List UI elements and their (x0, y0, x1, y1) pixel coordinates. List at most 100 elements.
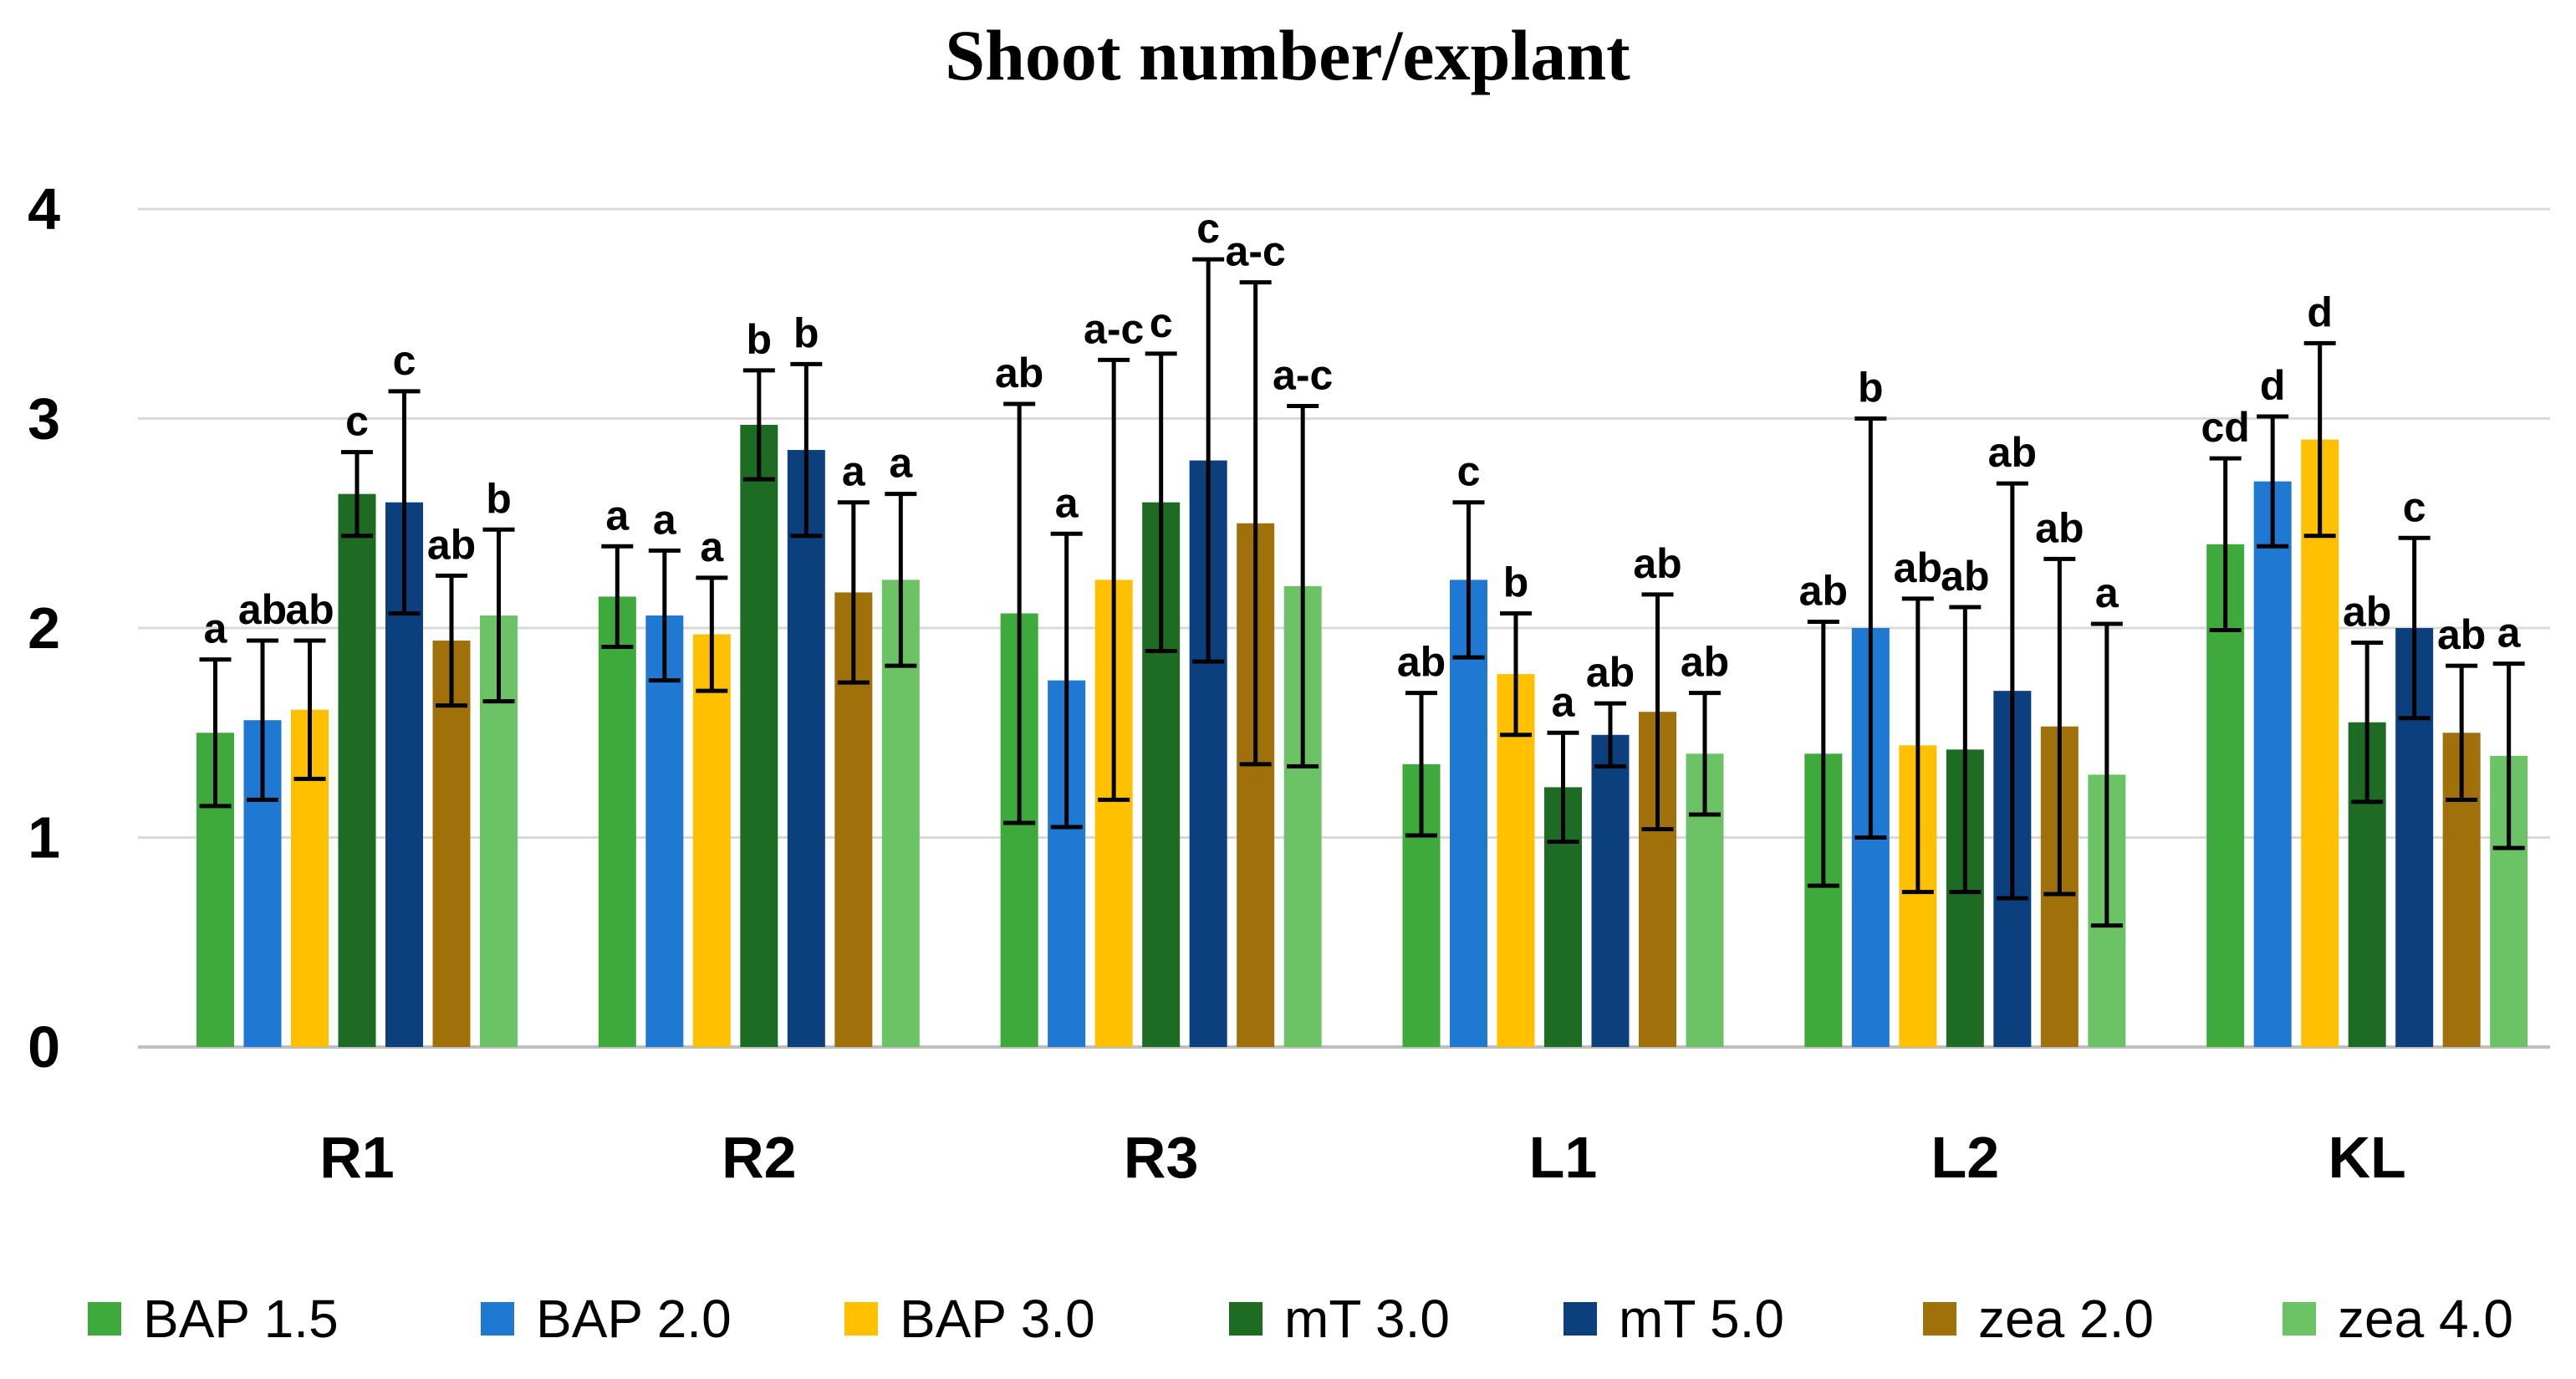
significance-label: a-c (1273, 351, 1333, 398)
bar-R2-mT-3_0 (740, 425, 778, 1047)
x-category-label: R2 (722, 1125, 796, 1190)
legend-swatch (88, 1302, 121, 1336)
y-tick-label: 4 (28, 176, 60, 242)
error-bar (436, 573, 467, 708)
significance-label: b (486, 475, 512, 522)
significance-label: a-c (1226, 228, 1286, 275)
significance-label: a (653, 496, 677, 543)
significance-label: a (889, 440, 913, 487)
significance-label: c (2403, 483, 2426, 530)
error-bar (1500, 610, 1532, 738)
error-bar (2398, 535, 2431, 721)
legend-swatch (1229, 1302, 1262, 1336)
y-tick-label: 3 (28, 386, 60, 452)
legend: BAP 1.5 BAP 2.0 BAP 3.0 mT 3.0 mT 5.0 zea 2.0… (88, 1289, 2513, 1349)
legend-item-BAP-1_5: BAP 1.5 (88, 1289, 339, 1349)
significance-label: b (1503, 559, 1529, 605)
error-bar (1901, 596, 1934, 895)
error-bar (2257, 414, 2289, 549)
error-bar (2090, 621, 2123, 928)
error-bar (341, 450, 373, 539)
error-bar (1689, 691, 1721, 817)
bar-KL-BAP-3_0 (2301, 439, 2339, 1047)
error-bar (1003, 401, 1036, 825)
significance-label: a (204, 605, 228, 652)
error-bar (1287, 403, 1319, 769)
legend-swatch (2283, 1302, 2316, 1336)
legend-label: BAP 3.0 (900, 1289, 1095, 1349)
significance-label: a-c (1084, 305, 1144, 352)
significance-label: ab (1397, 639, 1446, 686)
legend-swatch (1563, 1302, 1597, 1336)
significance-label: ab (995, 350, 1043, 396)
error-bar (742, 368, 775, 482)
significance-label: cd (2201, 404, 2249, 451)
legend-label: zea 2.0 (1978, 1289, 2154, 1349)
bar-KL-BAP-2_0 (2253, 481, 2292, 1047)
significance-label: ab (1988, 429, 2037, 476)
significance-label: c (345, 398, 369, 445)
error-bar (1949, 605, 1982, 895)
legend-swatch (1923, 1302, 1956, 1336)
significance-label: ab (2035, 504, 2084, 551)
significance-label: ab (427, 521, 476, 568)
bar-L1-mT-5_0 (1591, 734, 1630, 1047)
error-bar (1405, 691, 1437, 838)
x-category-label: R3 (1124, 1125, 1198, 1190)
legend-label: mT 5.0 (1619, 1289, 1784, 1349)
x-category-label: KL (2329, 1125, 2406, 1190)
bar-R2-BAP-1_5 (598, 596, 636, 1047)
error-bar (247, 638, 278, 802)
significance-label: a (2095, 569, 2119, 616)
error-bar (1145, 351, 1177, 654)
significance-label: a (700, 524, 724, 570)
legend-item-zea-2_0: zea 2.0 (1923, 1289, 2154, 1349)
bar-R2-mT-5_0 (787, 450, 825, 1047)
grid-layer (138, 207, 2550, 1049)
x-category-label: L2 (1931, 1125, 1999, 1190)
legend-item-mT-5_0: mT 5.0 (1563, 1289, 1784, 1349)
error-bar (2351, 641, 2384, 804)
error-bar (2446, 663, 2478, 802)
y-axis-ticks: 0 1 2 3 4 (28, 176, 60, 1080)
significance-label: ab (1681, 639, 1729, 686)
bars-layer (196, 425, 2528, 1047)
significance-label: ab (1799, 567, 1848, 614)
error-bar (696, 575, 728, 693)
y-tick-label: 1 (28, 805, 60, 871)
legend-label: BAP 2.0 (536, 1289, 732, 1349)
error-bar (388, 389, 421, 615)
significance-label: b (747, 316, 773, 363)
significance-label: ab (1586, 649, 1635, 696)
error-bar (2043, 556, 2076, 896)
legend-item-zea-4_0: zea 4.0 (2283, 1289, 2513, 1349)
error-bar (601, 544, 634, 650)
error-bar (199, 657, 232, 809)
x-category-label: R1 (319, 1125, 394, 1190)
error-bar (2209, 456, 2242, 633)
legend-item-BAP-2_0: BAP 2.0 (481, 1289, 732, 1349)
significance-label: a (1055, 479, 1079, 526)
error-bars-layer (199, 257, 2525, 928)
y-tick-label: 0 (28, 1014, 60, 1080)
bar-R1-mT-3_0 (338, 493, 376, 1047)
significance-label: c (1196, 205, 1220, 252)
error-bar (837, 500, 870, 685)
error-bar (2492, 661, 2525, 850)
chart-title: Shoot number/explant (945, 15, 1630, 95)
error-bar (2303, 340, 2336, 539)
error-bar (1239, 280, 1272, 767)
error-bar (1098, 357, 1130, 802)
legend-item-mT-3_0: mT 3.0 (1229, 1289, 1450, 1349)
x-axis-categories: R1 R2 R3 L1 L2 KL (319, 1125, 2406, 1190)
significance-label: a (842, 448, 866, 495)
significance-label: ab (1941, 553, 1989, 600)
significance-label: b (1858, 365, 1884, 411)
error-bar (885, 492, 917, 668)
significance-label: ab (238, 586, 287, 633)
significance-label: a (2497, 610, 2522, 656)
legend-label: mT 3.0 (1284, 1289, 1450, 1349)
error-bar (1807, 619, 1839, 888)
bar-R2-BAP-2_0 (645, 615, 684, 1047)
